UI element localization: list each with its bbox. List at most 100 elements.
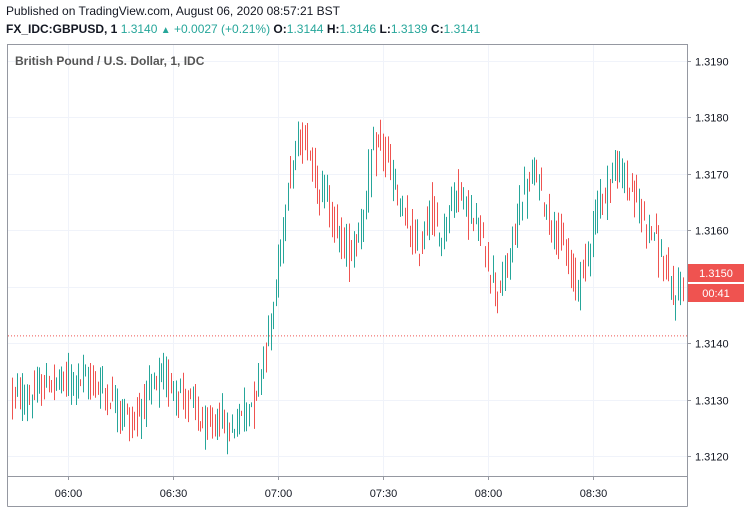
candle-body xyxy=(590,247,591,258)
candle-body xyxy=(412,227,413,250)
candle-body xyxy=(624,178,625,181)
candle-body xyxy=(193,394,194,399)
candle-body xyxy=(173,390,174,392)
candle-body xyxy=(439,242,440,246)
candle-body xyxy=(366,190,367,214)
candle-body xyxy=(636,192,637,194)
candle-body xyxy=(163,368,164,385)
candle-body xyxy=(41,387,42,399)
candle-body xyxy=(656,227,657,229)
candle-body xyxy=(607,183,608,204)
candle-body xyxy=(356,239,357,245)
candle-body xyxy=(17,387,18,391)
candle-body xyxy=(120,412,121,415)
candle-body xyxy=(651,226,652,231)
y-tick-label: 1.3170 xyxy=(695,170,729,182)
candle-body xyxy=(34,385,35,396)
candle-body xyxy=(349,241,350,263)
candle-body xyxy=(629,189,630,194)
candle-body xyxy=(351,243,352,259)
candle-body xyxy=(410,232,411,239)
candle-body xyxy=(171,376,172,392)
candle-body xyxy=(29,401,30,403)
candles xyxy=(12,119,684,455)
candle-body xyxy=(619,162,620,179)
candle-body xyxy=(427,218,428,227)
candle-body xyxy=(222,408,223,414)
time-axis[interactable]: 06:00 06:30 07:00 07:30 08:00 08:30 xyxy=(55,476,608,500)
candle-body xyxy=(617,169,618,182)
candle-body xyxy=(37,382,38,397)
candle-body xyxy=(644,214,645,216)
y-tick-label: 1.3120 xyxy=(695,452,729,464)
candle-body xyxy=(68,372,69,387)
candle-body xyxy=(324,183,325,200)
candle-body xyxy=(276,287,277,298)
candle-body xyxy=(466,196,467,211)
candle-body xyxy=(71,377,72,388)
candle-body xyxy=(585,254,586,269)
countdown-tag xyxy=(688,284,744,302)
candle-body xyxy=(202,413,203,429)
candle-body xyxy=(168,375,169,391)
candle-body xyxy=(507,263,508,273)
price-axis[interactable]: 1.31201.31301.31401.31501.31601.31701.31… xyxy=(687,57,729,464)
candle-body xyxy=(473,218,474,220)
candle-body xyxy=(580,266,581,292)
candle-body xyxy=(519,202,520,222)
x-tick-label: 08:00 xyxy=(475,488,503,500)
candle-body xyxy=(429,219,430,227)
candle-body xyxy=(315,164,316,188)
candle-body xyxy=(627,172,628,186)
up-arrow-icon: ▲ xyxy=(160,25,171,36)
candle-body xyxy=(161,367,162,380)
candle-body xyxy=(363,223,364,226)
candle-body xyxy=(180,389,181,391)
candle-body xyxy=(290,174,291,182)
candle-body xyxy=(654,233,655,239)
candle-body xyxy=(449,214,450,229)
candle-body xyxy=(478,234,479,238)
candle-body xyxy=(561,225,562,233)
candle-body xyxy=(317,172,318,198)
high-value: 1.3146 xyxy=(339,22,377,36)
candle-body xyxy=(46,371,47,388)
candle-body xyxy=(232,427,233,432)
candle-body xyxy=(483,232,484,238)
candle-body xyxy=(502,271,503,292)
candle-body xyxy=(383,147,384,153)
candle-body xyxy=(185,400,186,408)
candle-body xyxy=(432,200,433,219)
candle-body xyxy=(261,376,262,383)
candle-body xyxy=(673,281,674,298)
candle-body xyxy=(85,370,86,377)
candle-body xyxy=(327,192,328,196)
x-tick-label: 07:00 xyxy=(265,488,293,500)
candle-body xyxy=(378,141,379,143)
candle-body xyxy=(319,196,320,198)
candle-body xyxy=(249,410,250,419)
candle-body xyxy=(76,384,77,390)
candle-body xyxy=(446,224,447,228)
candle-body xyxy=(405,209,406,213)
candle-body xyxy=(124,413,125,417)
candle-body xyxy=(444,215,445,239)
symbol: FX_IDC:GBPUSD, 1 xyxy=(6,22,118,36)
candle-body xyxy=(539,176,540,186)
candle-body xyxy=(649,215,650,225)
candle-body xyxy=(634,181,635,201)
candle-body xyxy=(622,169,623,177)
candle-body xyxy=(95,377,96,385)
candle-body xyxy=(144,392,145,412)
candle-body xyxy=(456,196,457,202)
candle-body xyxy=(105,390,106,394)
candle-body xyxy=(312,158,313,167)
low-value: 1.3139 xyxy=(390,22,428,36)
candle-body xyxy=(354,248,355,261)
candle-body xyxy=(273,309,274,313)
candle-body xyxy=(480,228,481,234)
candle-body xyxy=(461,184,462,191)
plot-border xyxy=(7,44,688,477)
candle-body xyxy=(588,250,589,257)
